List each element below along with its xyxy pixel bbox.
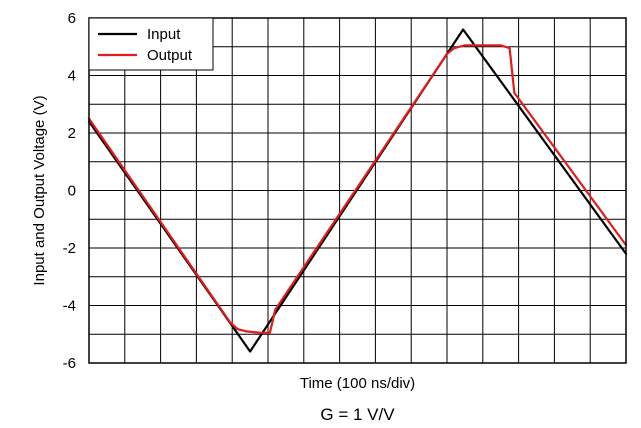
plot-frame xyxy=(88,17,627,364)
series-line-output xyxy=(87,44,628,334)
y-tick-label: -2 xyxy=(63,240,76,257)
legend-label-output: Output xyxy=(147,47,193,64)
x-axis-title: Time (100 ns/div) xyxy=(300,375,415,392)
y-tick-label: -6 xyxy=(63,355,76,372)
y-tick-label: 0 xyxy=(68,183,76,200)
y-tick-label: 4 xyxy=(68,68,76,85)
grid xyxy=(89,18,626,363)
legend: Input Output xyxy=(88,17,214,71)
y-tick-labels: -6 -4 -2 0 2 4 6 xyxy=(63,10,76,372)
plot-series xyxy=(87,28,628,353)
y-tick-label: -4 xyxy=(63,298,76,315)
y-tick-label: 6 xyxy=(68,10,76,27)
legend-label-input: Input xyxy=(147,26,181,43)
y-tick-label: 2 xyxy=(68,125,76,142)
legend-box xyxy=(88,17,214,71)
chart-caption: G = 1 V/V xyxy=(320,405,395,424)
y-axis-title: Input and Output Voltage (V) xyxy=(31,95,48,285)
